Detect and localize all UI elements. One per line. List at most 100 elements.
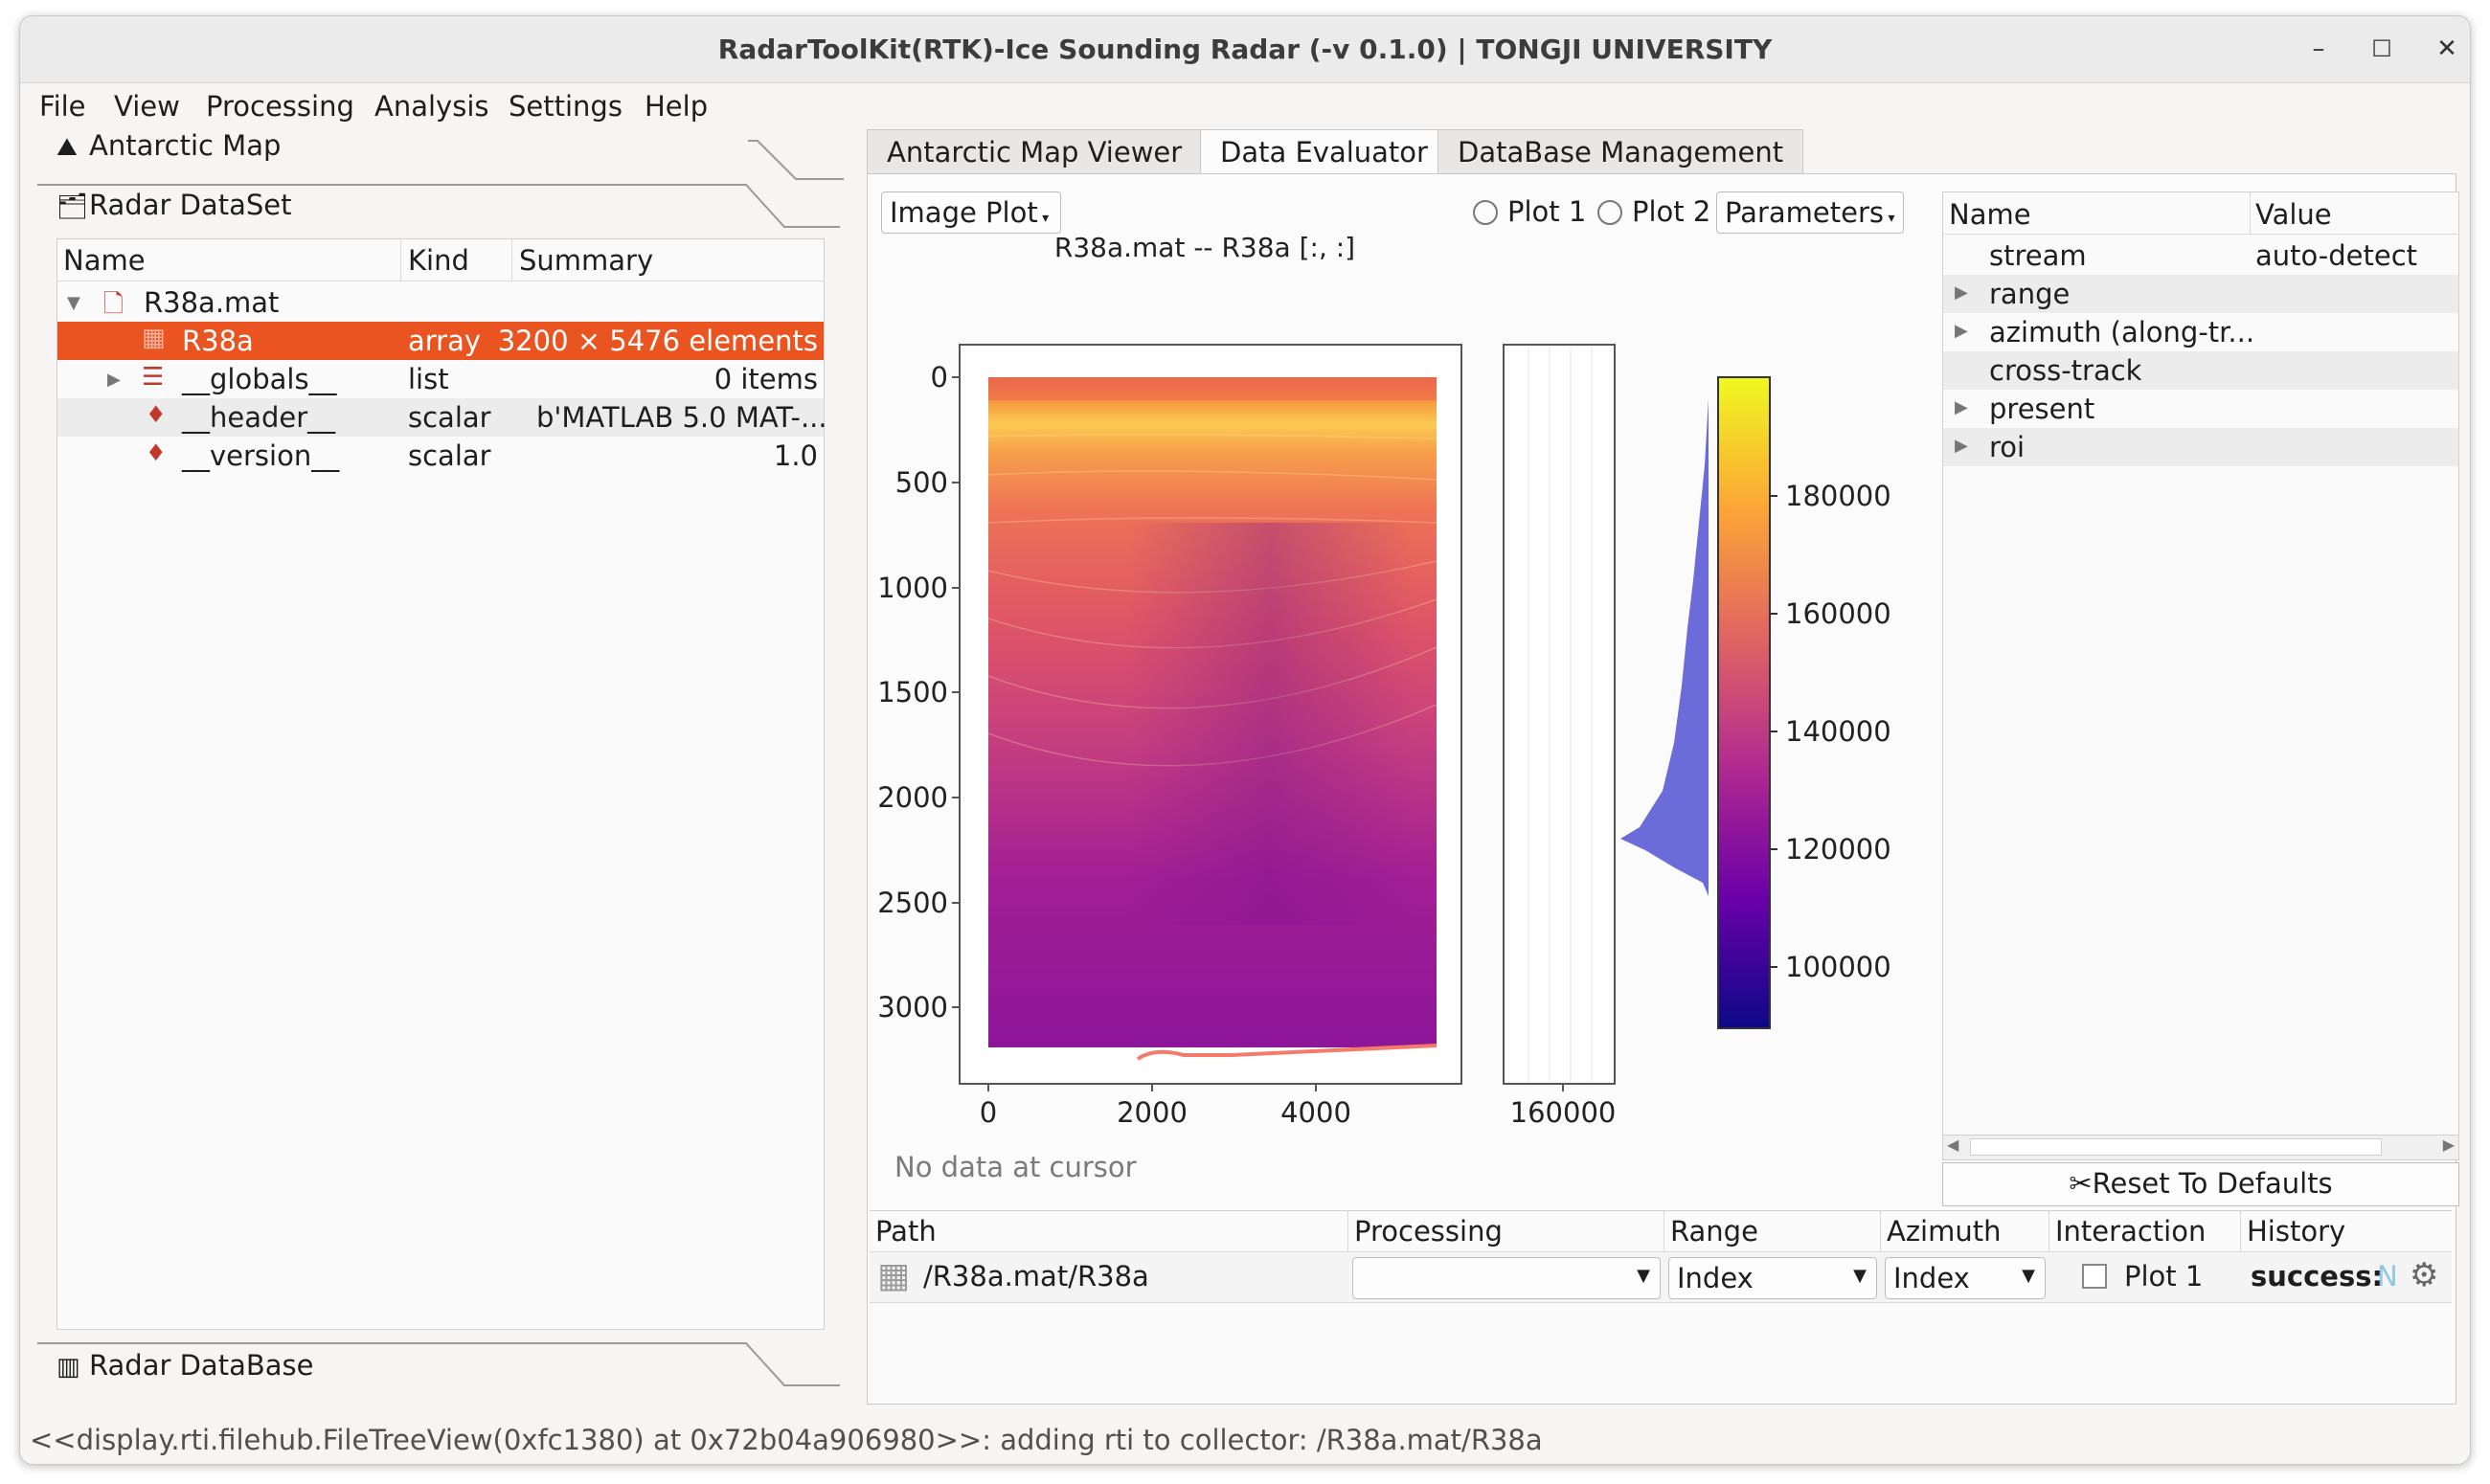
col-header-history[interactable]: History: [2247, 1215, 2346, 1248]
tree-header-name[interactable]: Name: [63, 244, 146, 277]
col-header-processing[interactable]: Processing: [1348, 1211, 1664, 1251]
param-row-stream[interactable]: stream auto-detect: [1943, 236, 2458, 275]
param-row-cross-track[interactable]: cross-track: [1943, 351, 2458, 390]
section-tab-edge: [748, 140, 844, 180]
maximize-button[interactable]: ☐: [2371, 35, 2392, 62]
plot1-label: Plot 1: [1507, 195, 1587, 228]
expand-arrow-icon[interactable]: ▶: [1955, 397, 1968, 417]
param-row-azimuth[interactable]: ▶ azimuth (along-tr...: [1943, 313, 2458, 351]
param-row-range[interactable]: ▶ range: [1943, 275, 2458, 313]
tree-row-name: __globals__: [182, 363, 337, 395]
tree-row-kind: list: [408, 363, 449, 395]
expand-arrow-icon[interactable]: ▶: [107, 370, 121, 390]
menu-view[interactable]: View: [114, 90, 180, 123]
menu-bar: File View Processing Analysis Settings H…: [20, 84, 2470, 130]
scroll-left-icon[interactable]: ◀: [1947, 1135, 1959, 1154]
col-header-range[interactable]: Range: [1664, 1211, 1881, 1251]
colorbar-tick-label: 120000: [1785, 833, 1891, 866]
tree-row[interactable]: ♦ __version__ scalar 1.0: [57, 437, 824, 475]
param-row-present[interactable]: ▶ present: [1943, 390, 2458, 428]
params-header: Name Value: [1943, 192, 2458, 235]
horizontal-scrollbar[interactable]: ◀ ▶: [1943, 1135, 2458, 1159]
dataset-tree[interactable]: Name Kind Summary ▼ 🗋 R38a.mat ▦ R38a ar…: [57, 238, 827, 1330]
plot1-radio[interactable]: Plot 1: [1473, 195, 1586, 228]
plot-type-dropdown[interactable]: Image Plot ▾: [881, 191, 1061, 234]
minimize-button[interactable]: –: [2312, 34, 2325, 63]
reset-label: Reset To Defaults: [2092, 1167, 2333, 1200]
tree-row-kind: scalar: [408, 401, 491, 434]
plot1-checkbox[interactable]: [2082, 1264, 2107, 1289]
dropdown-arrow-icon: ▾: [1884, 211, 1895, 226]
expand-arrow-icon[interactable]: ▶: [1955, 321, 1968, 341]
menu-help[interactable]: Help: [645, 90, 709, 123]
parameters-dropdown[interactable]: Parameters ▾: [1716, 191, 1904, 234]
file-icon: 🗋: [103, 290, 124, 319]
colorbar[interactable]: [1717, 376, 1771, 1029]
tree-header-summary[interactable]: Summary: [519, 244, 654, 277]
param-row-roi[interactable]: ▶ roi: [1943, 428, 2458, 466]
selection-row[interactable]: ▦ /R38a.mat/R38a ▼ Index ▼ Index ▼ Plot 1 …: [870, 1251, 2452, 1303]
expand-arrow-icon[interactable]: ▶: [1955, 436, 1968, 456]
tab-database-management[interactable]: DataBase Management: [1437, 129, 1804, 173]
params-header-value[interactable]: Value: [2255, 198, 2332, 231]
col-header-path[interactable]: Path: [870, 1211, 1348, 1251]
tree-row-name: R38a.mat: [144, 286, 280, 319]
profile-x-tick-label: 160000: [1510, 1096, 1617, 1129]
parameters-value: Parameters: [1725, 196, 1884, 229]
scalar-icon: ♦: [146, 401, 167, 428]
scroll-right-icon[interactable]: ▶: [2442, 1135, 2455, 1154]
gear-icon[interactable]: ⚙: [2410, 1256, 2439, 1294]
radar-database-section[interactable]: ▥ Radar DataBase: [57, 1349, 313, 1387]
expand-arrow-icon[interactable]: ▶: [1955, 282, 1968, 303]
antarctic-map-section[interactable]: ⛰ Antarctic Map: [57, 129, 281, 168]
menu-analysis[interactable]: Analysis: [374, 90, 489, 123]
tab-data-evaluator[interactable]: Data Evaluator: [1200, 129, 1448, 175]
tree-row-summary: 0 items: [713, 363, 818, 395]
tree-header: Name Kind Summary: [57, 239, 824, 281]
interaction-label: Plot 1: [2124, 1260, 2204, 1293]
processing-dropdown[interactable]: ▼: [1352, 1257, 1661, 1299]
dropdown-arrow-icon: ▾: [1037, 211, 1050, 226]
map-icon: ⛰: [57, 133, 78, 162]
plot-type-value: Image Plot: [890, 196, 1038, 229]
param-name: range: [1989, 278, 2071, 310]
close-button[interactable]: ✕: [2436, 34, 2457, 63]
tree-row[interactable]: ♦ __header__ scalar b'MATLAB 5.0 MAT-...: [57, 398, 827, 437]
data-evaluator-panel: Image Plot ▾ Plot 1 Plot 2 Parameters ▾: [867, 173, 2459, 1405]
parameters-table[interactable]: Name Value stream auto-detect ▶ range ▶ …: [1942, 191, 2459, 1160]
radar-dataset-label: Radar DataSet: [89, 189, 292, 221]
selection-table[interactable]: Path Processing Range Azimuth Interactio…: [870, 1210, 2452, 1402]
range-dropdown[interactable]: Index ▼: [1668, 1257, 1877, 1299]
app-window: RadarToolKit(RTK)-Ice Sounding Radar (-v…: [19, 15, 2471, 1465]
reset-defaults-button[interactable]: ✂Reset To Defaults: [1942, 1162, 2459, 1206]
col-header-azimuth[interactable]: Azimuth: [1881, 1211, 2049, 1251]
azimuth-dropdown[interactable]: Index ▼: [1885, 1257, 2046, 1299]
y-tick-label: 500: [895, 466, 948, 499]
dropdown-arrow-icon: ▼: [2022, 1266, 2035, 1286]
params-header-name[interactable]: Name: [1949, 198, 2031, 231]
antarctic-map-label: Antarctic Map: [89, 129, 282, 162]
tree-row-kind: scalar: [408, 439, 491, 472]
y-tick-label: 3000: [877, 991, 948, 1023]
menu-settings[interactable]: Settings: [509, 90, 622, 123]
tree-row-selected[interactable]: ▦ R38a array 3200 × 5476 elements: [57, 322, 824, 360]
radar-dataset-section[interactable]: 🗂Radar DataSet: [57, 189, 291, 227]
menu-processing[interactable]: Processing: [206, 90, 354, 123]
tree-row[interactable]: ▶ ☰ __globals__ list 0 items: [57, 360, 824, 398]
menu-file[interactable]: File: [39, 90, 86, 123]
collapse-arrow-icon[interactable]: ▼: [67, 293, 80, 313]
plot2-radio[interactable]: Plot 2: [1597, 195, 1710, 228]
param-value[interactable]: auto-detect: [2255, 239, 2418, 272]
dropdown-arrow-icon: ▼: [1637, 1266, 1650, 1286]
tree-row-name: R38a: [182, 325, 254, 357]
param-name: cross-track: [1989, 354, 2142, 387]
scrollbar-thumb[interactable]: [1970, 1138, 2382, 1156]
radar-plot[interactable]: R38a.mat -- R38a [:, :] 0 500 1000: [868, 236, 1931, 1193]
tree-row-file[interactable]: ▼ 🗋 R38a.mat: [57, 283, 824, 322]
tree-header-kind[interactable]: Kind: [408, 244, 469, 277]
col-header-interaction[interactable]: Interaction: [2049, 1211, 2241, 1251]
history-truncated: N: [2377, 1260, 2398, 1293]
plot2-label: Plot 2: [1632, 195, 1711, 228]
tab-antarctic-map-viewer[interactable]: Antarctic Map Viewer: [867, 129, 1203, 173]
dropdown-arrow-icon: ▼: [1853, 1266, 1867, 1286]
